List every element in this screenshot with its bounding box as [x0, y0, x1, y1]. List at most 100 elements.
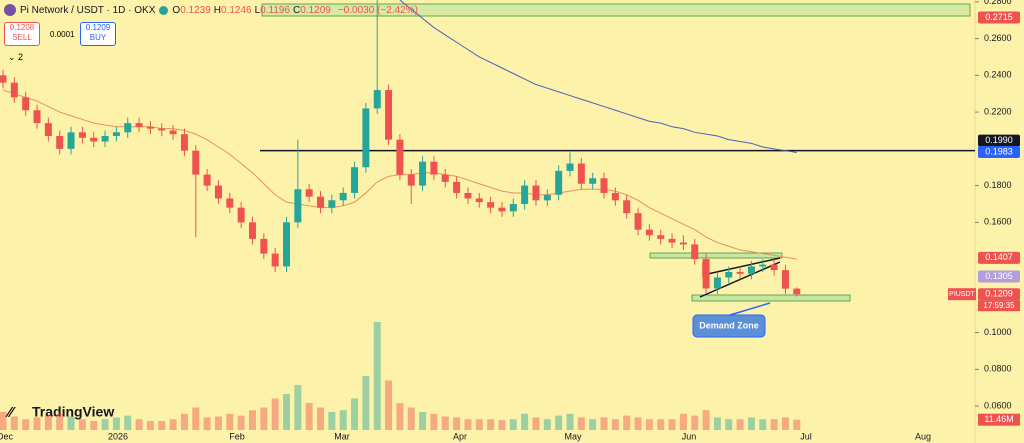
price-label: 0.2715 — [985, 12, 1013, 22]
volume-bar — [214, 416, 222, 430]
volume-bar — [475, 419, 483, 430]
candle-body — [453, 181, 461, 193]
candle-body — [589, 178, 597, 184]
volume-bar — [543, 419, 551, 430]
volume-bar — [396, 403, 404, 430]
x-tick-label: 2026 — [108, 431, 128, 441]
price-label-bg — [978, 134, 1020, 147]
candle-body — [555, 170, 563, 195]
symbol-tag-bg — [948, 288, 976, 301]
ohlc-value: 0.1239 — [180, 4, 211, 16]
volume-bar — [634, 417, 642, 430]
candle-body — [623, 200, 631, 214]
volume-bar — [509, 419, 517, 430]
candle-body — [180, 134, 188, 151]
callout-arrow — [729, 302, 771, 316]
brand: TradingView — [32, 404, 114, 420]
volume-bar — [668, 419, 676, 430]
supply-zone — [261, 3, 971, 17]
candle-body — [226, 198, 234, 208]
candle-body — [112, 132, 120, 136]
candle-body — [736, 271, 744, 274]
x-tick-label: Jul — [800, 431, 812, 441]
candle-body — [135, 123, 143, 127]
volume-bar — [770, 419, 778, 430]
volume-bar — [67, 416, 75, 430]
volume-bar — [600, 417, 608, 430]
x-tick-label: Aug — [915, 431, 931, 441]
candle-body — [747, 266, 755, 274]
volume-bar — [294, 385, 302, 430]
candle-body — [577, 163, 585, 184]
candle-body — [124, 123, 132, 133]
triangle-line — [702, 257, 781, 276]
candle-body — [385, 90, 393, 140]
candle-body — [158, 128, 166, 131]
brand-mark: ⁄⁄ — [5, 404, 17, 421]
x-tick-label: Dec — [0, 431, 13, 441]
volume-bar — [498, 420, 506, 430]
ohlc-key: O — [172, 4, 181, 16]
price-label: 0.1305 — [985, 271, 1013, 281]
candle-body — [634, 213, 642, 230]
candle-body — [691, 244, 699, 260]
candle-body — [373, 90, 381, 109]
triangle-line — [699, 261, 781, 298]
candle-body — [441, 174, 449, 182]
ohlc-key: H — [213, 4, 222, 16]
volume-bar — [736, 419, 744, 430]
candle-body — [498, 207, 506, 212]
volume-bar — [90, 421, 98, 430]
countdown-bg — [978, 300, 1020, 312]
symbol-tag: PIUSDT — [949, 291, 975, 298]
volume-bar — [702, 410, 710, 430]
zone — [649, 252, 783, 259]
volume-bar — [464, 419, 472, 430]
y-tick-label: 0.0600 — [984, 400, 1012, 410]
candle-body — [33, 110, 41, 124]
candle-body — [10, 82, 18, 98]
indicators-toggle[interactable]: ⌄ 2 — [8, 52, 24, 62]
volume-bar — [305, 403, 313, 430]
volume-bar — [577, 417, 585, 430]
volume-bar — [532, 417, 540, 430]
volume-bar — [713, 417, 721, 430]
candle-body — [22, 97, 30, 111]
candle-body — [101, 135, 109, 142]
volume-bar — [487, 419, 495, 430]
indicator-count: 2 — [18, 52, 24, 62]
candle-body — [770, 264, 778, 271]
volume-label-bg — [978, 413, 1020, 426]
ohlc-value: 0.1209 — [300, 4, 331, 16]
volume-bar — [56, 413, 64, 430]
price-label-bg — [978, 288, 1020, 301]
price-label-bg — [978, 11, 1020, 24]
volume — [0, 322, 801, 430]
volume-bar — [351, 398, 359, 430]
status-dot — [159, 5, 169, 15]
volume-bar — [44, 415, 52, 430]
volume-bar — [33, 417, 41, 430]
x-tick-label: Feb — [229, 431, 245, 441]
candle-body — [271, 253, 279, 267]
volume-bar — [657, 419, 665, 430]
candle-body — [475, 198, 483, 203]
candle-body — [668, 238, 676, 243]
y-tick-label: 0.1800 — [984, 180, 1012, 190]
candle-body — [351, 167, 359, 193]
buy-button[interactable]: 0.1209 BUY — [80, 22, 116, 46]
y-tick-label: 0.0800 — [984, 364, 1012, 374]
ohlc-value: 0.1196 — [260, 4, 291, 16]
volume-bar — [158, 421, 166, 430]
sell-price: 0.1208 — [9, 23, 35, 32]
y-tick-label: 0.2600 — [984, 33, 1012, 43]
candle-body — [78, 132, 86, 138]
volume-bar — [362, 376, 370, 430]
ohlc-key: L — [254, 4, 261, 16]
volume-bar — [248, 410, 256, 430]
sell-button[interactable]: 0.1208 SELL — [4, 22, 40, 46]
price-label: 0.1209 — [985, 289, 1013, 299]
price-label-bg — [978, 145, 1020, 158]
change: −0.0030 (−2.42%) — [337, 4, 418, 16]
